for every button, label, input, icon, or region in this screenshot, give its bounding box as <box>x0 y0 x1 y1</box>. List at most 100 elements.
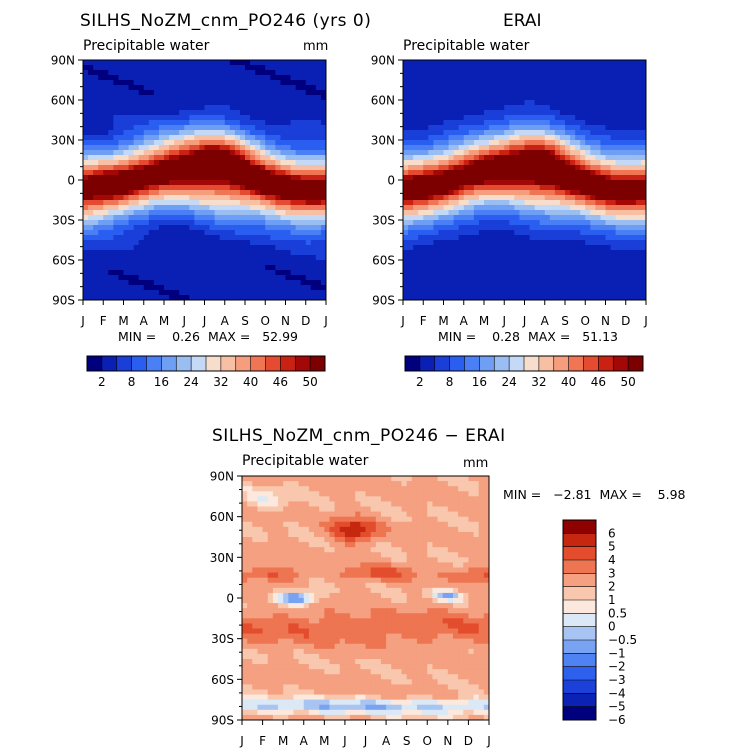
panel-erai-field-cell <box>468 135 475 141</box>
panel-model-field-cell <box>133 185 140 191</box>
panel-diff-field-cell <box>257 481 264 487</box>
panel-erai-field-cell <box>478 85 485 91</box>
panel-model-field-cell <box>320 80 327 86</box>
panel-erai-field-cell <box>413 240 419 246</box>
panel-erai-field-cell <box>534 235 541 241</box>
panel-erai-field-cell <box>605 75 612 81</box>
panel-model-field-cell <box>103 155 109 161</box>
panel-model-field-cell <box>118 180 124 186</box>
panel-model-field-cell <box>118 195 124 201</box>
panel-diff-field-cell <box>406 476 413 482</box>
panel-model-field-cell <box>260 130 266 136</box>
panel-model-field-cell <box>260 90 266 96</box>
panel-erai-field-cell <box>559 240 566 246</box>
panel-erai-field-cell <box>620 135 627 141</box>
panel-model-field-cell <box>285 175 292 181</box>
panel-model-field-cell <box>118 235 124 241</box>
panel-erai-field-cell <box>408 125 414 131</box>
panel-model-field-cell <box>229 185 236 191</box>
panel-erai-field-cell <box>509 260 515 266</box>
panel-erai-field-cell <box>620 275 627 281</box>
panel-erai-field-cell <box>529 155 536 161</box>
panel-erai-field-cell <box>448 120 455 126</box>
panel-erai-field-cell <box>433 220 439 226</box>
panel-model-field-cell <box>270 255 276 261</box>
panel-model-field-cell <box>194 195 200 201</box>
panel-model-field-cell <box>128 165 135 171</box>
panel-model-field-cell <box>234 265 241 271</box>
panel-erai-field-cell <box>514 170 520 176</box>
panel-diff-field-cell <box>262 486 269 492</box>
panel-model-field-cell <box>265 95 271 101</box>
panel-model-field-cell <box>138 85 145 91</box>
panel-model-field-cell <box>184 270 190 276</box>
panel-model-field-cell <box>300 145 307 151</box>
panel-model-field-cell <box>174 95 180 101</box>
panel-erai-field-cell <box>494 65 500 71</box>
panel-model-field-cell <box>189 265 195 271</box>
panel-erai-field-cell <box>585 90 591 96</box>
panel-model-field-cell <box>239 210 246 216</box>
panel-model-field-cell <box>290 200 297 206</box>
panel-diff-field-cell <box>370 491 377 497</box>
panel-erai-field-cell <box>640 200 647 206</box>
panel-erai-field-cell <box>489 265 495 271</box>
panel-erai-field-cell <box>595 175 601 181</box>
panel-model-field-cell <box>148 75 155 81</box>
panel-model-field-cell <box>310 250 317 256</box>
panel-erai-field-cell <box>443 95 450 101</box>
panel-model-field-cell <box>285 295 292 301</box>
panel-model-field-cell <box>98 180 104 186</box>
panel-erai-field-cell <box>489 215 495 221</box>
panel-erai-field-cell <box>433 280 439 286</box>
panel-erai-field-cell <box>610 290 617 296</box>
panel-model-field-cell <box>285 180 292 186</box>
panel-model-field-cell <box>224 115 231 121</box>
panel-model-field-cell <box>189 280 195 286</box>
panel-model-field-cell <box>153 80 160 86</box>
panel-model-field-cell <box>214 85 221 91</box>
panel-erai-field-cell <box>413 70 419 76</box>
panel-model-field-cell <box>199 250 205 256</box>
x-tick-label: A <box>541 314 550 328</box>
panel-model-field-cell <box>88 100 94 106</box>
panel-model-field-cell <box>169 250 175 256</box>
panel-model-field-cell <box>169 60 175 66</box>
panel-erai-field-cell <box>565 155 571 161</box>
panel-erai-field-cell <box>494 170 500 176</box>
panel-model-field-cell <box>88 130 94 136</box>
panel-model-field-cell <box>179 255 185 261</box>
panel-erai-field-cell <box>418 285 424 291</box>
panel-model-field-cell <box>199 130 205 136</box>
panel-model-field-cell <box>199 190 205 196</box>
panel-erai-field-cell <box>529 120 536 126</box>
panel-erai-field-cell <box>504 105 510 111</box>
panel-erai-field-cell <box>423 215 429 221</box>
panel-erai-field-cell <box>423 210 429 216</box>
panel-model-field-cell <box>194 125 200 131</box>
panel-model-field-cell <box>83 100 89 106</box>
panel-erai-field-cell <box>620 255 627 261</box>
panel-model-field-cell <box>280 75 286 81</box>
panel-model-field-cell <box>143 225 150 231</box>
panel-erai-field-cell <box>438 255 444 261</box>
panel-diff-field-cell <box>247 491 253 497</box>
panel-model-field-cell <box>214 225 221 231</box>
panel-model-field-cell <box>98 185 104 191</box>
panel-model-field-cell <box>280 145 286 151</box>
panel-model-field-cell <box>93 275 99 281</box>
colorbar-swatch <box>161 356 177 371</box>
panel-diff-field-cell <box>303 491 310 497</box>
panel-model-field-cell <box>138 155 145 161</box>
panel-model-field-cell <box>199 280 205 286</box>
panel-erai-field-cell <box>413 260 419 266</box>
panel-erai-field-cell <box>489 165 495 171</box>
panel-model-field-cell <box>169 195 175 201</box>
panel-erai-field-cell <box>590 70 596 76</box>
panel-model-field-cell <box>310 210 317 216</box>
panel-erai-field-cell <box>625 200 632 206</box>
panel-erai-field-cell <box>489 245 495 251</box>
panel-erai-field-cell <box>630 220 637 226</box>
panel-model-field-cell <box>164 130 170 136</box>
panel-model-field-cell <box>275 120 281 126</box>
